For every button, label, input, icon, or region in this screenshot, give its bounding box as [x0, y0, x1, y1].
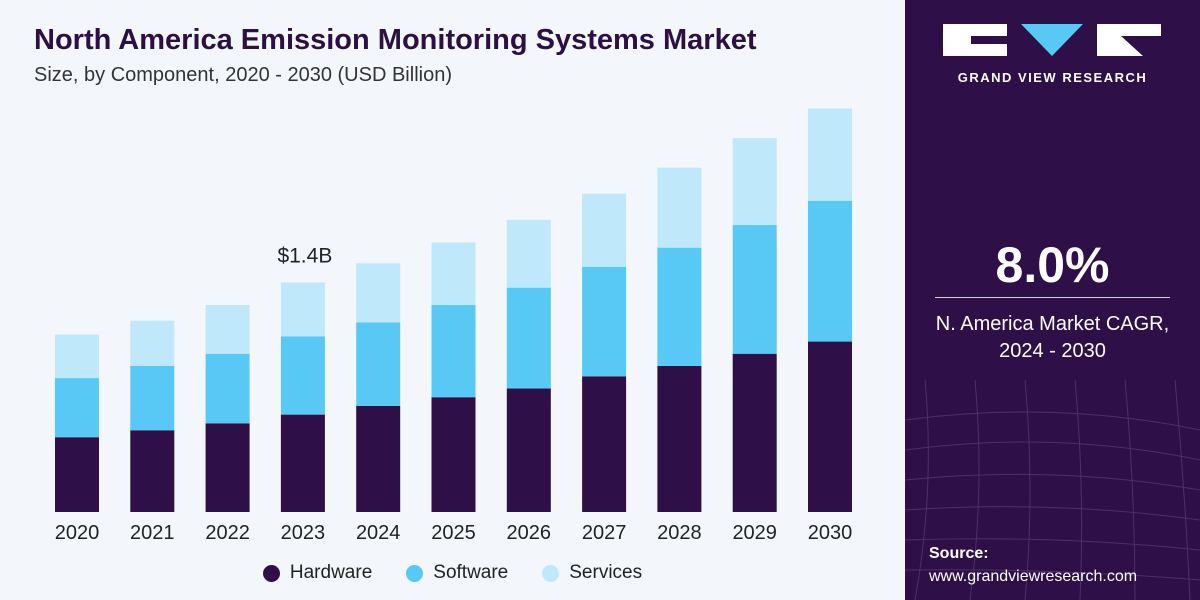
bar-hardware-2026 — [506, 388, 551, 512]
chart-subtitle: Size, by Component, 2020 - 2030 (USD Bil… — [34, 64, 452, 86]
legend-label-hardware: Hardware — [289, 562, 373, 583]
bar-software-2024 — [356, 322, 401, 406]
x-tick-label-2029: 2029 — [732, 522, 777, 544]
bar-services-2022 — [205, 305, 250, 354]
legend-dot-software — [406, 564, 424, 582]
cagr-value: 8.0% — [995, 237, 1110, 293]
bar-hardware-2027 — [582, 376, 627, 512]
bar-software-2026 — [506, 287, 551, 389]
bar-services-2023 — [280, 282, 325, 337]
bar-services-2030 — [808, 108, 852, 201]
bar-hardware-2020 — [55, 437, 99, 512]
bar-hardware-2025 — [431, 397, 476, 512]
x-tick-label-2024: 2024 — [356, 522, 401, 544]
bar-software-2030 — [808, 200, 852, 342]
legend-dot-hardware — [262, 564, 280, 582]
bar-software-2021 — [130, 365, 175, 431]
x-tick-label-2023: 2023 — [281, 522, 326, 544]
stacked-bar-chart: 2020 2021 2022 2023 $1.4B 2024 2025 2026 2027 202… — [55, 108, 853, 544]
bar-services-2021 — [130, 320, 175, 366]
data-label-2023: $1.4B — [277, 244, 332, 267]
bar-services-2024 — [356, 263, 401, 323]
bar-hardware-2028 — [657, 365, 702, 512]
x-tick-label-2020: 2020 — [55, 522, 100, 544]
chart-legend: Hardware Software Services — [0, 562, 905, 584]
bar-software-2020 — [55, 378, 99, 438]
bar-software-2027 — [582, 266, 627, 377]
legend-label-services: Services — [569, 562, 643, 583]
bar-services-2020 — [55, 334, 99, 379]
chart-panel: North America Emission Monitoring System… — [0, 24, 905, 584]
bar-software-2023 — [280, 336, 325, 415]
sidebar-panel: GRAND VIEW RESEARCH 8.0% N. America Mark… — [905, 0, 1200, 600]
grid-decoration — [905, 380, 1200, 600]
x-tick-label-2022: 2022 — [205, 522, 250, 544]
x-tick-label-2027: 2027 — [582, 522, 627, 544]
bar-hardware-2022 — [205, 423, 250, 512]
bar-hardware-2024 — [356, 405, 401, 512]
legend-item-services: Services — [542, 562, 642, 584]
x-tick-label-2026: 2026 — [507, 522, 552, 544]
bar-services-2028 — [657, 167, 702, 248]
cagr-label: N. America Market CAGR, 2024 - 2030 — [905, 311, 1200, 365]
cagr-divider — [935, 297, 1170, 298]
x-tick-label-2030: 2030 — [808, 522, 853, 544]
bar-services-2029 — [732, 138, 777, 226]
bar-hardware-2021 — [130, 430, 175, 512]
bar-services-2027 — [582, 193, 627, 267]
bar-software-2028 — [657, 247, 702, 366]
bar-services-2025 — [431, 242, 476, 306]
x-tick-label-2025: 2025 — [431, 522, 476, 544]
legend-label-software: Software — [433, 562, 509, 583]
bar-hardware-2029 — [732, 353, 777, 512]
grand-view-research-logo — [943, 24, 1161, 56]
source-url[interactable]: www.grandviewresearch.com — [929, 568, 1138, 585]
bar-hardware-2030 — [808, 341, 852, 512]
chart-title: North America Emission Monitoring System… — [34, 24, 757, 56]
legend-item-hardware: Hardware — [262, 562, 373, 584]
x-tick-label-2021: 2021 — [130, 522, 175, 544]
brand-name: GRAND VIEW RESEARCH — [957, 70, 1148, 85]
cagr-label-line2: 2024 - 2030 — [999, 340, 1106, 362]
bar-software-2029 — [732, 225, 777, 354]
bar-software-2025 — [431, 305, 476, 398]
bar-services-2026 — [506, 219, 551, 288]
bar-hardware-2023 — [280, 414, 325, 512]
legend-item-software: Software — [406, 562, 508, 584]
bar-software-2022 — [205, 353, 250, 424]
source-title: Source: — [929, 545, 989, 562]
legend-dot-services — [542, 564, 560, 582]
x-tick-label-2028: 2028 — [657, 522, 702, 544]
cagr-label-line1: N. America Market CAGR, — [935, 313, 1170, 335]
